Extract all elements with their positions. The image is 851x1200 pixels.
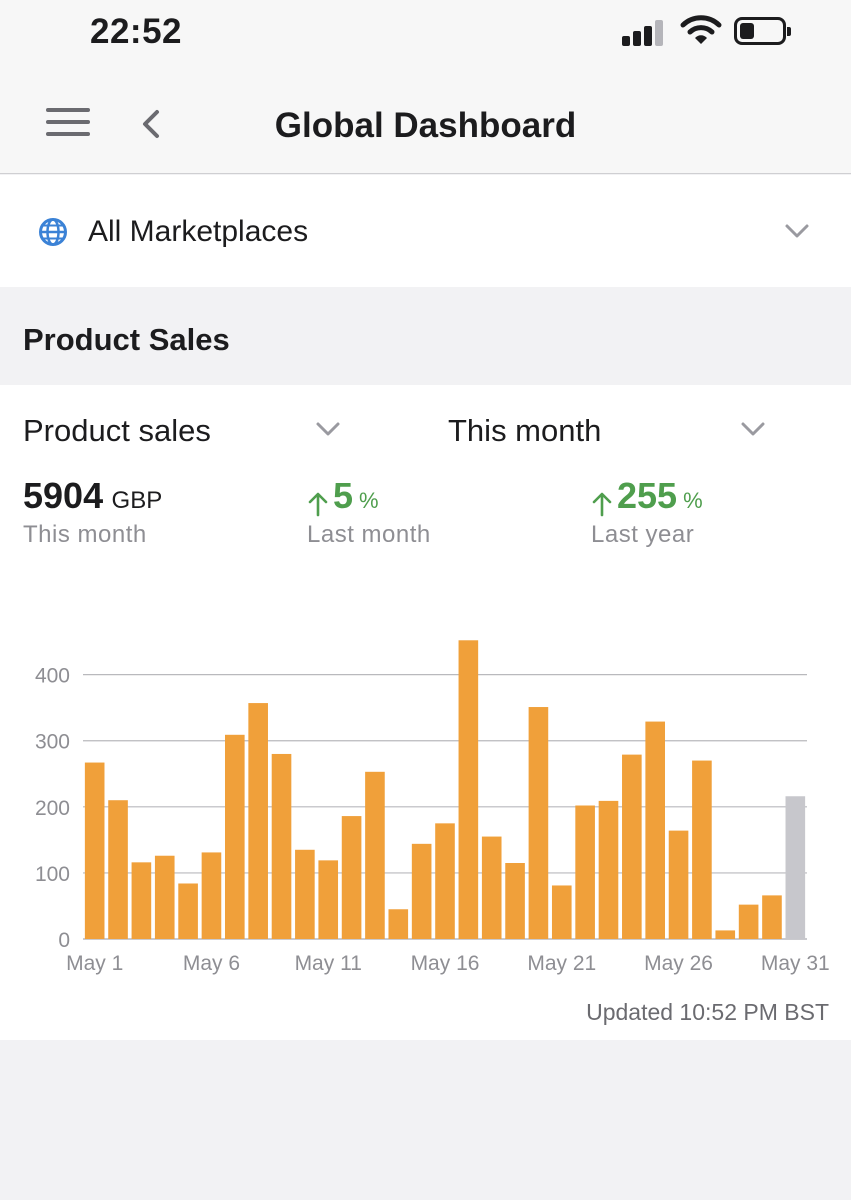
section-title: Product Sales bbox=[23, 322, 230, 357]
menu-icon[interactable] bbox=[46, 108, 90, 138]
chart-bar[interactable] bbox=[295, 849, 315, 939]
sales-bar-chart: 0 100 200 300 400 May 1 May 6 May 11 May 16 May 2… bbox=[35, 640, 830, 975]
chart-bar[interactable] bbox=[645, 721, 666, 939]
chart-bar[interactable] bbox=[271, 753, 292, 939]
status-bar: 22:52 bbox=[0, 0, 851, 72]
nav-bar: Global Dashboard bbox=[0, 72, 851, 174]
x-tick-label: May 11 bbox=[295, 952, 362, 975]
chart-bar[interactable] bbox=[575, 805, 595, 939]
chart-bar[interactable] bbox=[551, 885, 572, 939]
status-time: 22:52 bbox=[90, 12, 183, 51]
chart-bar[interactable] bbox=[692, 760, 712, 939]
chevron-down-icon[interactable] bbox=[315, 421, 341, 437]
wifi-icon bbox=[680, 15, 722, 44]
stat-this-month: 5904 GBP This month bbox=[23, 475, 162, 549]
period-dropdown[interactable]: This month bbox=[448, 413, 602, 448]
globe-icon bbox=[39, 218, 67, 246]
back-chevron-icon[interactable] bbox=[138, 108, 164, 140]
chart-bar[interactable] bbox=[435, 823, 455, 939]
arrow-up-icon bbox=[592, 492, 612, 517]
updated-timestamp: Updated 10:52 PM BST bbox=[586, 999, 829, 1025]
stat-value: 255 bbox=[617, 475, 678, 516]
x-tick-label: May 1 bbox=[66, 952, 123, 975]
chevron-down-icon[interactable] bbox=[784, 223, 810, 239]
y-tick-label: 100 bbox=[35, 863, 70, 886]
y-tick-label: 200 bbox=[35, 797, 70, 820]
x-tick-label: May 21 bbox=[527, 952, 596, 975]
stat-last-month: 5% Last month bbox=[307, 475, 431, 549]
y-tick-label: 400 bbox=[35, 665, 70, 688]
stat-value: 5 bbox=[333, 475, 354, 516]
arrow-up-icon bbox=[308, 492, 328, 517]
chart-bar[interactable] bbox=[84, 762, 105, 939]
y-tick-label: 300 bbox=[35, 731, 70, 754]
section-header: Product Sales bbox=[0, 287, 851, 385]
stat-unit: % bbox=[359, 488, 379, 513]
chart-bar[interactable] bbox=[318, 860, 339, 939]
marketplace-label: All Marketplaces bbox=[88, 215, 309, 248]
stat-label: Last month bbox=[307, 521, 431, 548]
chart-bar[interactable] bbox=[248, 703, 268, 939]
chart-bar[interactable] bbox=[201, 852, 222, 939]
stat-unit: GBP bbox=[111, 487, 163, 514]
sales-card: Product sales This month 5904 GBP This m… bbox=[0, 385, 851, 1040]
chart-bar[interactable] bbox=[154, 855, 175, 939]
chart-bar[interactable] bbox=[598, 800, 619, 939]
chart-bar[interactable] bbox=[622, 754, 642, 939]
chart-bar[interactable] bbox=[762, 895, 782, 939]
chart-bar[interactable] bbox=[528, 707, 549, 939]
chart-bar[interactable] bbox=[365, 771, 385, 939]
stat-last-year: 255% Last year bbox=[591, 475, 703, 549]
stat-label: This month bbox=[23, 521, 147, 548]
x-tick-label: May 31 bbox=[761, 952, 830, 975]
marketplace-selector[interactable]: All Marketplaces bbox=[0, 175, 851, 287]
x-tick-label: May 26 bbox=[644, 952, 713, 975]
chart-bar[interactable] bbox=[108, 800, 128, 939]
signal-icon bbox=[622, 20, 664, 46]
chart-bar[interactable] bbox=[481, 836, 502, 939]
y-tick-label: 0 bbox=[58, 929, 70, 952]
chart-bar[interactable] bbox=[458, 640, 479, 939]
metric-dropdown[interactable]: Product sales bbox=[23, 413, 211, 448]
stat-value: 5904 bbox=[23, 475, 104, 516]
chart-bar[interactable] bbox=[341, 816, 362, 939]
page-title: Global Dashboard bbox=[274, 106, 577, 145]
x-tick-label: May 16 bbox=[411, 952, 480, 975]
stat-label: Last year bbox=[591, 521, 695, 548]
chart-bar[interactable] bbox=[224, 734, 245, 939]
chart-bar[interactable] bbox=[131, 862, 152, 939]
chart-bar[interactable] bbox=[715, 930, 736, 939]
chart-bar[interactable] bbox=[738, 904, 759, 939]
chevron-down-icon[interactable] bbox=[740, 421, 766, 437]
stat-unit: % bbox=[683, 488, 703, 513]
x-tick-label: May 6 bbox=[183, 952, 240, 975]
battery-icon bbox=[734, 17, 791, 45]
chart-bar[interactable] bbox=[505, 863, 525, 939]
chart-bar[interactable] bbox=[178, 883, 198, 939]
chart-bar[interactable] bbox=[411, 843, 432, 939]
chart-bar[interactable] bbox=[388, 909, 409, 939]
chart-bar[interactable] bbox=[668, 830, 689, 939]
chart-bar[interactable] bbox=[785, 796, 806, 939]
